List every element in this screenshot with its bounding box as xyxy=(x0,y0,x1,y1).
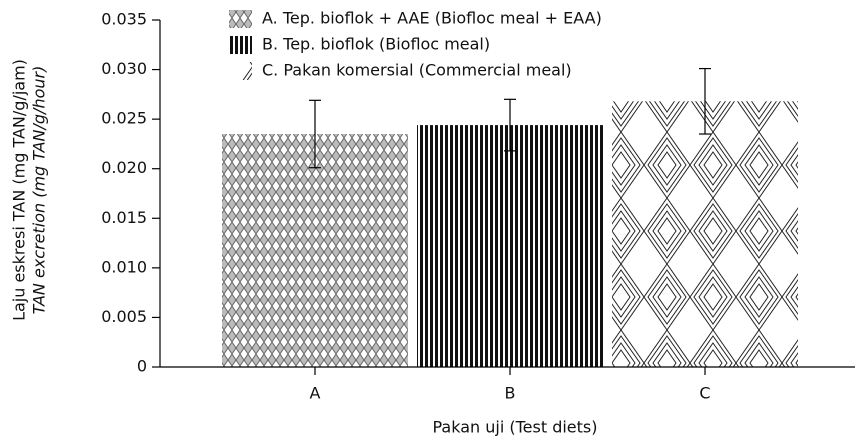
y-tick-label: 0 xyxy=(137,357,147,376)
x-tick-label: A xyxy=(310,384,321,403)
bar xyxy=(222,134,408,367)
legend-label: B. Tep. bioflok (Biofloc meal) xyxy=(262,35,490,54)
y-tick-label: 0.030 xyxy=(101,59,147,78)
y-tick-label: 0.005 xyxy=(101,307,147,326)
y-tick-label: 0.025 xyxy=(101,109,147,128)
legend-label: C. Pakan komersial (Commercial meal) xyxy=(262,61,572,80)
x-tick-label: C xyxy=(699,384,710,403)
legend-label: A. Tep. bioflok + AAE (Biofloc meal + EA… xyxy=(262,9,602,28)
y-axis-label: TAN excretion (mg TAN/g/hour) xyxy=(30,66,49,315)
y-tick-label: 0.015 xyxy=(101,208,147,227)
y-tick-label: 0.010 xyxy=(101,257,147,276)
y-axis-label: Laju eskresi TAN (mg TAN/g/jam) xyxy=(10,59,29,321)
legend-swatch xyxy=(229,62,252,80)
y-tick-label: 0.035 xyxy=(101,10,147,29)
legend-swatch xyxy=(229,36,252,54)
legend-swatch xyxy=(229,10,252,28)
y-tick-label: 0.020 xyxy=(101,158,147,177)
x-tick-label: B xyxy=(505,384,516,403)
bar xyxy=(417,125,603,367)
bar xyxy=(612,101,798,367)
x-axis-label: Pakan uji (Test diets) xyxy=(433,418,598,437)
